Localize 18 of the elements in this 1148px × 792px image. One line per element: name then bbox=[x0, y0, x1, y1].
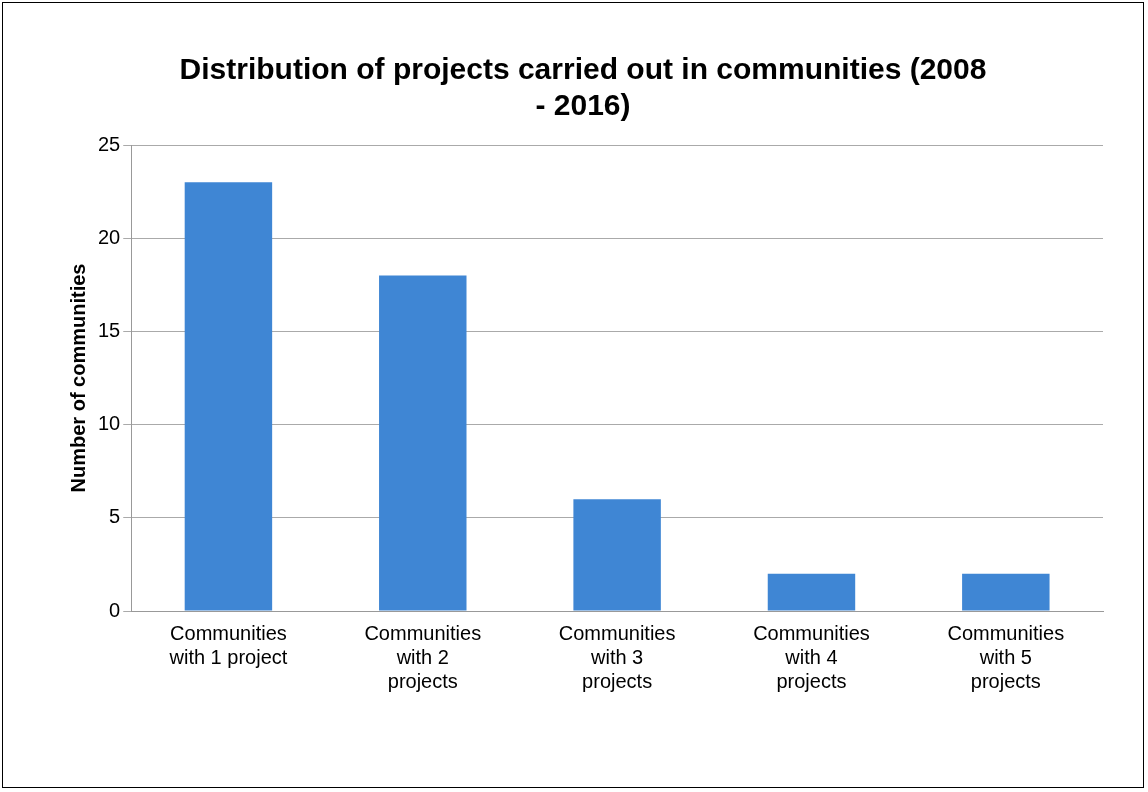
bar bbox=[379, 275, 467, 611]
x-tick-label: Communities with 3 projects bbox=[558, 621, 676, 692]
x-tick-label: Communities with 5 projects bbox=[947, 621, 1065, 692]
y-tick-label: 10 bbox=[98, 412, 121, 435]
bar bbox=[573, 499, 661, 611]
bar bbox=[184, 182, 273, 611]
bar bbox=[767, 573, 856, 611]
y-tick-label: 20 bbox=[98, 225, 121, 248]
y-tick-label: 25 bbox=[98, 132, 121, 155]
bar bbox=[962, 573, 1050, 611]
y-tick-label: 15 bbox=[98, 318, 121, 341]
x-tick-label: Communities with 2 projects bbox=[364, 621, 482, 692]
x-tick-label: Communities with 1 project bbox=[168, 621, 288, 668]
y-tick-label: 5 bbox=[109, 505, 121, 528]
y-axis-title: Number of communities bbox=[66, 263, 89, 493]
chart-title: Distribution of projects carried out in communities (2008 - 2016) bbox=[179, 52, 987, 122]
x-tick-label: Communities with 4 projects bbox=[753, 621, 870, 692]
y-tick-label: 0 bbox=[109, 598, 121, 621]
